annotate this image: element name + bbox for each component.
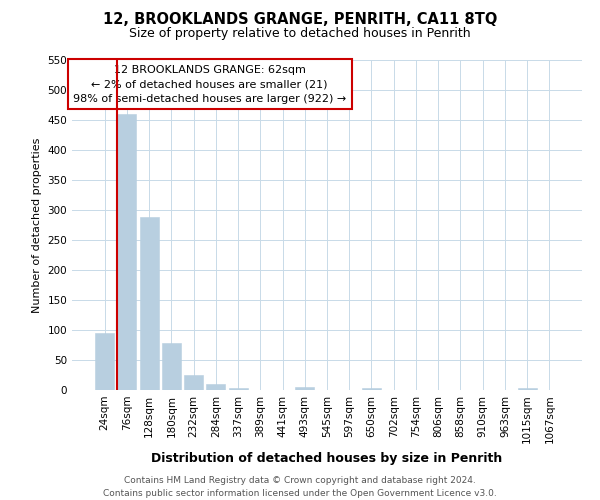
- X-axis label: Distribution of detached houses by size in Penrith: Distribution of detached houses by size …: [151, 452, 503, 465]
- Bar: [206, 384, 225, 390]
- Bar: [229, 388, 248, 390]
- Text: 12 BROOKLANDS GRANGE: 62sqm
← 2% of detached houses are smaller (21)
98% of semi: 12 BROOKLANDS GRANGE: 62sqm ← 2% of deta…: [73, 65, 346, 104]
- Bar: [184, 375, 203, 390]
- Bar: [518, 388, 536, 390]
- Y-axis label: Number of detached properties: Number of detached properties: [32, 138, 42, 312]
- Bar: [362, 388, 381, 390]
- Bar: [295, 387, 314, 390]
- Bar: [95, 333, 114, 390]
- Bar: [118, 114, 136, 390]
- Text: 12, BROOKLANDS GRANGE, PENRITH, CA11 8TQ: 12, BROOKLANDS GRANGE, PENRITH, CA11 8TQ: [103, 12, 497, 28]
- Text: Contains HM Land Registry data © Crown copyright and database right 2024.
Contai: Contains HM Land Registry data © Crown c…: [103, 476, 497, 498]
- Bar: [162, 343, 181, 390]
- Text: Size of property relative to detached houses in Penrith: Size of property relative to detached ho…: [129, 28, 471, 40]
- Bar: [140, 217, 158, 390]
